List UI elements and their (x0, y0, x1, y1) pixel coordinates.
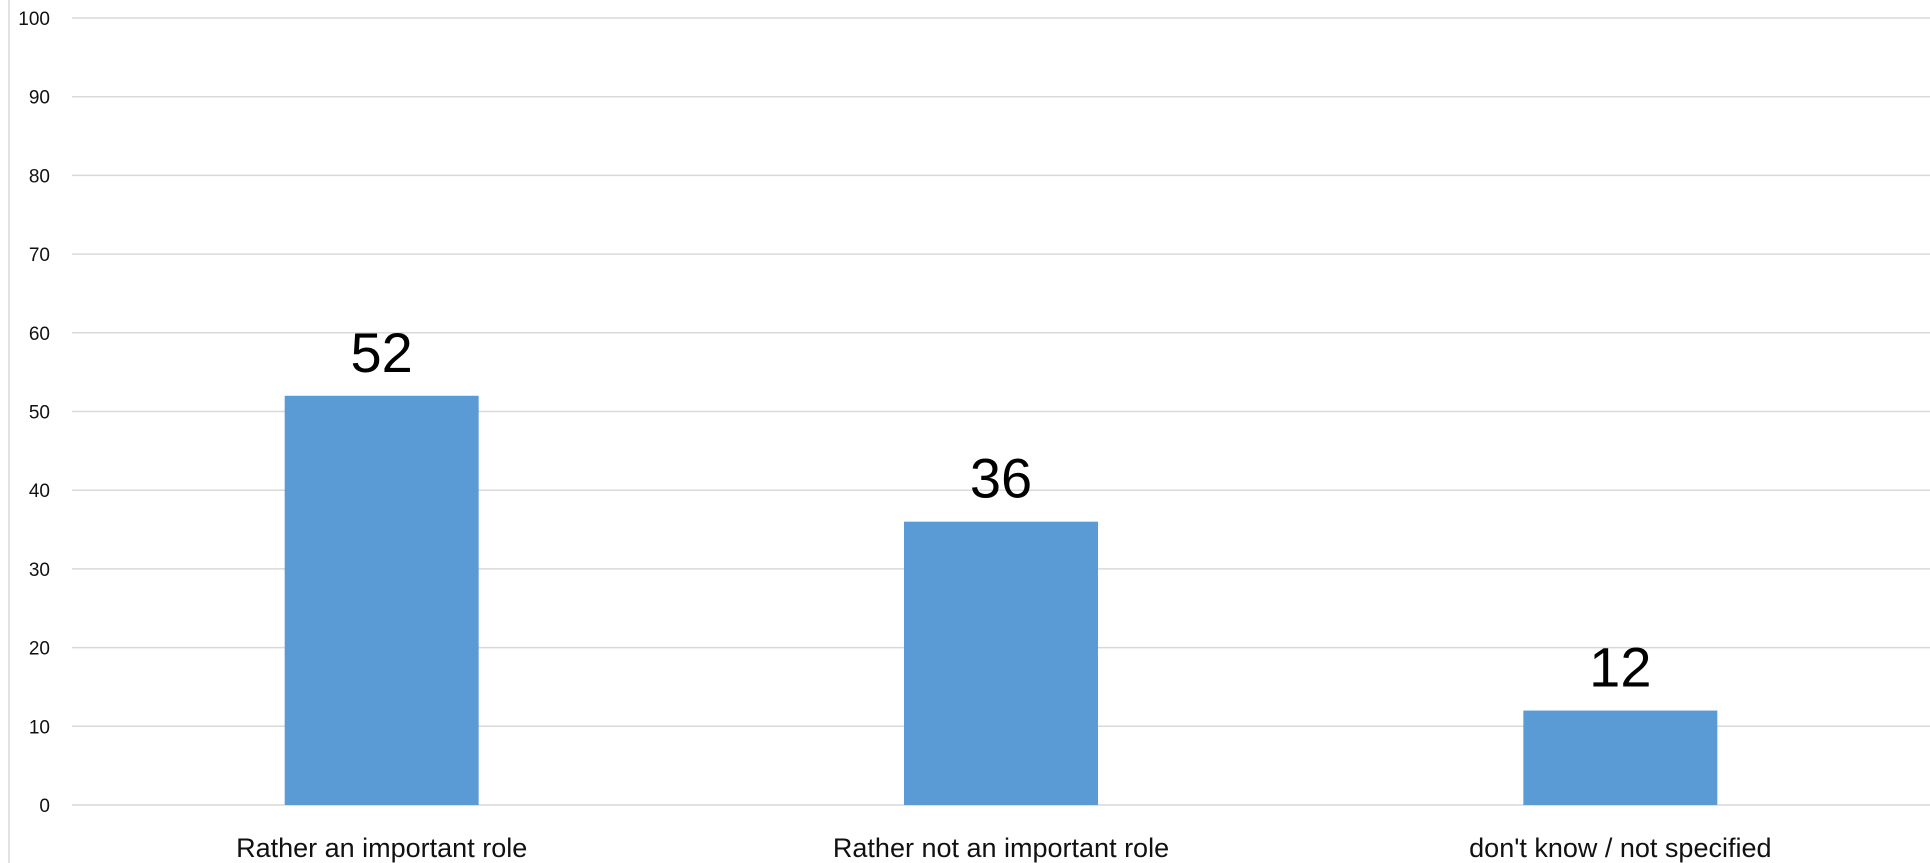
y-tick-label-70: 70 (29, 245, 50, 266)
y-tick-label-0: 0 (39, 796, 50, 817)
x-axis-category-labels: Rather an important role Rather not an im… (236, 833, 1771, 863)
bars (284, 395, 1718, 805)
y-tick-label-60: 60 (29, 324, 50, 345)
data-label-3: 12 (1589, 636, 1651, 699)
x-category-label-1: Rather an important role (236, 833, 527, 863)
bar-3 (1523, 710, 1718, 805)
data-label-1: 52 (351, 321, 413, 384)
data-label-2: 36 (970, 447, 1032, 510)
data-labels: 52 36 12 (351, 321, 1652, 699)
x-category-label-2: Rather not an important role (833, 833, 1169, 863)
y-axis-tick-labels: 0 10 20 30 40 50 60 70 80 90 100 (18, 9, 50, 817)
y-tick-label-20: 20 (29, 639, 50, 660)
y-tick-label-30: 30 (29, 560, 50, 581)
y-tick-label-90: 90 (29, 88, 50, 109)
y-tick-label-100: 100 (18, 9, 50, 30)
y-tick-label-40: 40 (29, 481, 50, 502)
x-category-label-3: don't know / not specified (1469, 833, 1771, 863)
y-tick-label-50: 50 (29, 403, 50, 424)
y-tick-label-10: 10 (29, 717, 50, 738)
y-tick-label-80: 80 (29, 166, 50, 187)
bar-1 (284, 395, 479, 805)
bar-2 (904, 521, 1098, 805)
